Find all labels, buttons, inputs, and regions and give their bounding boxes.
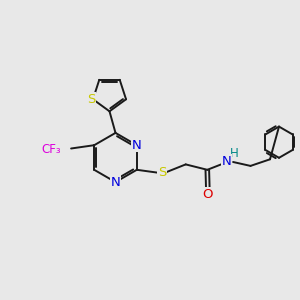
Text: S: S [87, 93, 96, 106]
Text: N: N [111, 176, 120, 189]
Text: CF₃: CF₃ [42, 143, 61, 156]
Text: N: N [132, 139, 142, 152]
Text: N: N [222, 155, 232, 168]
Text: S: S [158, 166, 166, 179]
Text: O: O [203, 188, 213, 201]
Text: H: H [230, 147, 239, 160]
